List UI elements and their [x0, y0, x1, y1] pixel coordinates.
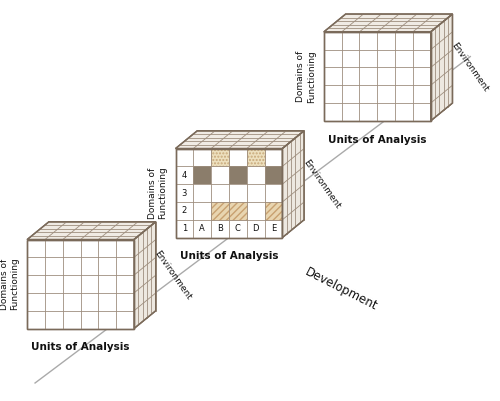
Polygon shape — [282, 131, 304, 238]
Polygon shape — [176, 131, 304, 148]
Bar — [324, 32, 430, 121]
Text: 3: 3 — [182, 188, 187, 198]
Text: Units of Analysis: Units of Analysis — [180, 251, 278, 261]
Bar — [176, 148, 282, 238]
Bar — [27, 239, 134, 328]
Text: 4: 4 — [182, 171, 187, 180]
Bar — [324, 32, 430, 121]
Text: 2: 2 — [182, 207, 187, 215]
Polygon shape — [134, 222, 156, 328]
Bar — [246, 148, 264, 166]
Text: E: E — [271, 224, 276, 233]
Bar — [229, 202, 246, 220]
Bar — [194, 166, 211, 184]
Text: Domains of
Functioning: Domains of Functioning — [0, 258, 19, 310]
Text: Domains of
Functioning: Domains of Functioning — [296, 50, 316, 103]
Text: Environment: Environment — [153, 249, 194, 302]
Polygon shape — [430, 14, 452, 121]
Bar — [211, 202, 229, 220]
Text: C: C — [235, 224, 241, 233]
Text: 1: 1 — [182, 224, 187, 233]
Bar — [211, 148, 229, 166]
Bar — [264, 202, 282, 220]
Text: Units of Analysis: Units of Analysis — [32, 342, 130, 352]
Bar — [211, 148, 229, 166]
Bar — [211, 202, 229, 220]
Text: Environment: Environment — [301, 158, 342, 211]
Bar — [176, 148, 282, 238]
Bar — [229, 202, 246, 220]
Text: D: D — [252, 224, 259, 233]
Text: Units of Analysis: Units of Analysis — [328, 135, 426, 145]
Bar — [27, 239, 134, 328]
Polygon shape — [27, 222, 156, 239]
Text: Development: Development — [304, 265, 380, 313]
Bar — [246, 148, 264, 166]
Text: A: A — [200, 224, 205, 233]
Polygon shape — [324, 14, 452, 32]
Text: Environment: Environment — [450, 41, 490, 94]
Bar — [264, 202, 282, 220]
Text: Domains of
Functioning: Domains of Functioning — [148, 167, 168, 219]
Bar — [264, 166, 282, 184]
Bar — [229, 166, 246, 184]
Text: B: B — [217, 224, 223, 233]
